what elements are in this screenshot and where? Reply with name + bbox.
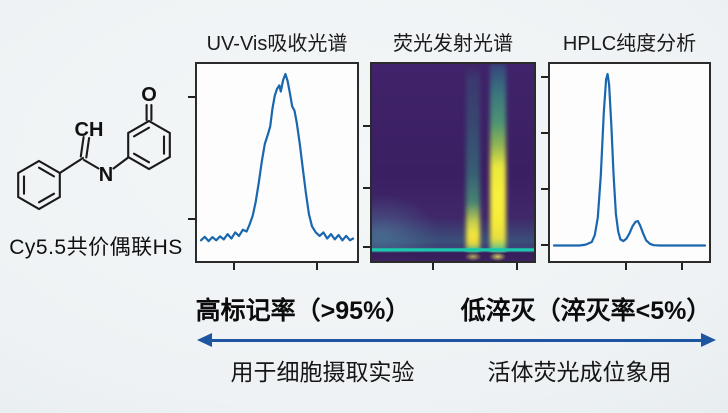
benzene-ring-right [127,119,171,171]
labeling-rate-label: 高标记率（>95%） [195,297,411,325]
in-vivo-imaging-caption: 活体荧光成位象用 [487,359,672,385]
benzene-ring-left-double-bonds [22,166,56,204]
vinyl-double-bond [79,135,91,159]
nitrogen-ring-bond [112,156,130,170]
axis-tick [541,188,548,191]
axis-tick [363,187,370,190]
molecule-label: Cy5.5共价偶联HS [9,236,183,259]
axis-tick [541,244,548,247]
bidirectional-arrow [211,339,703,342]
cell-uptake-caption: 用于细胞摄取实验 [230,359,415,385]
molecule-bonds [17,103,171,211]
carbonyl-double-bond [145,103,153,122]
axis-tick [363,125,370,128]
ring-to-carbon-bond [58,156,85,175]
atom-label-n: N [99,164,113,186]
atom-labels: CH N O [75,84,157,186]
axis-tick [681,263,684,270]
spectrum-line [552,72,707,247]
carbon-nitrogen-bond [82,158,100,170]
axis-tick [516,263,519,270]
uvvis-panel-title: UV-Vis吸收光谱 [206,33,348,55]
arrow-left-head-icon [197,333,212,347]
hplc-purity-panel [541,62,711,270]
axis-tick [315,263,318,270]
benzene-ring-right-double-bonds [132,126,166,164]
axis-tick [541,75,548,78]
axis-tick [624,263,627,270]
spectrum-line [199,72,355,243]
axis-tick [431,263,434,270]
molecule-structure: CH N O [17,84,171,211]
axis-tick [363,246,370,249]
hplc-panel-title: HPLC纯度分析 [562,33,697,55]
axis-tick [541,131,548,134]
axis-tick [188,96,195,99]
axis-tick [188,217,195,220]
heatmap-baseline-overlay [372,64,534,261]
uvvis-spectrum-panel [188,62,359,270]
atom-label-o: O [141,84,157,106]
fluorescence-spectrum-panel [363,62,536,270]
fluorescence-panel-title: 荧光发射光谱 [393,33,513,55]
fluorescence-heatmap [372,64,534,261]
hplc-chromatogram-plot [552,72,707,247]
quenching-label: 低淬灭（淬灭率<5%） [460,297,712,325]
axis-tick [233,263,236,270]
atom-label-ch: CH [75,119,104,141]
arrow-right-head-icon [701,333,716,347]
uvvis-spectrum-plot [199,72,355,243]
